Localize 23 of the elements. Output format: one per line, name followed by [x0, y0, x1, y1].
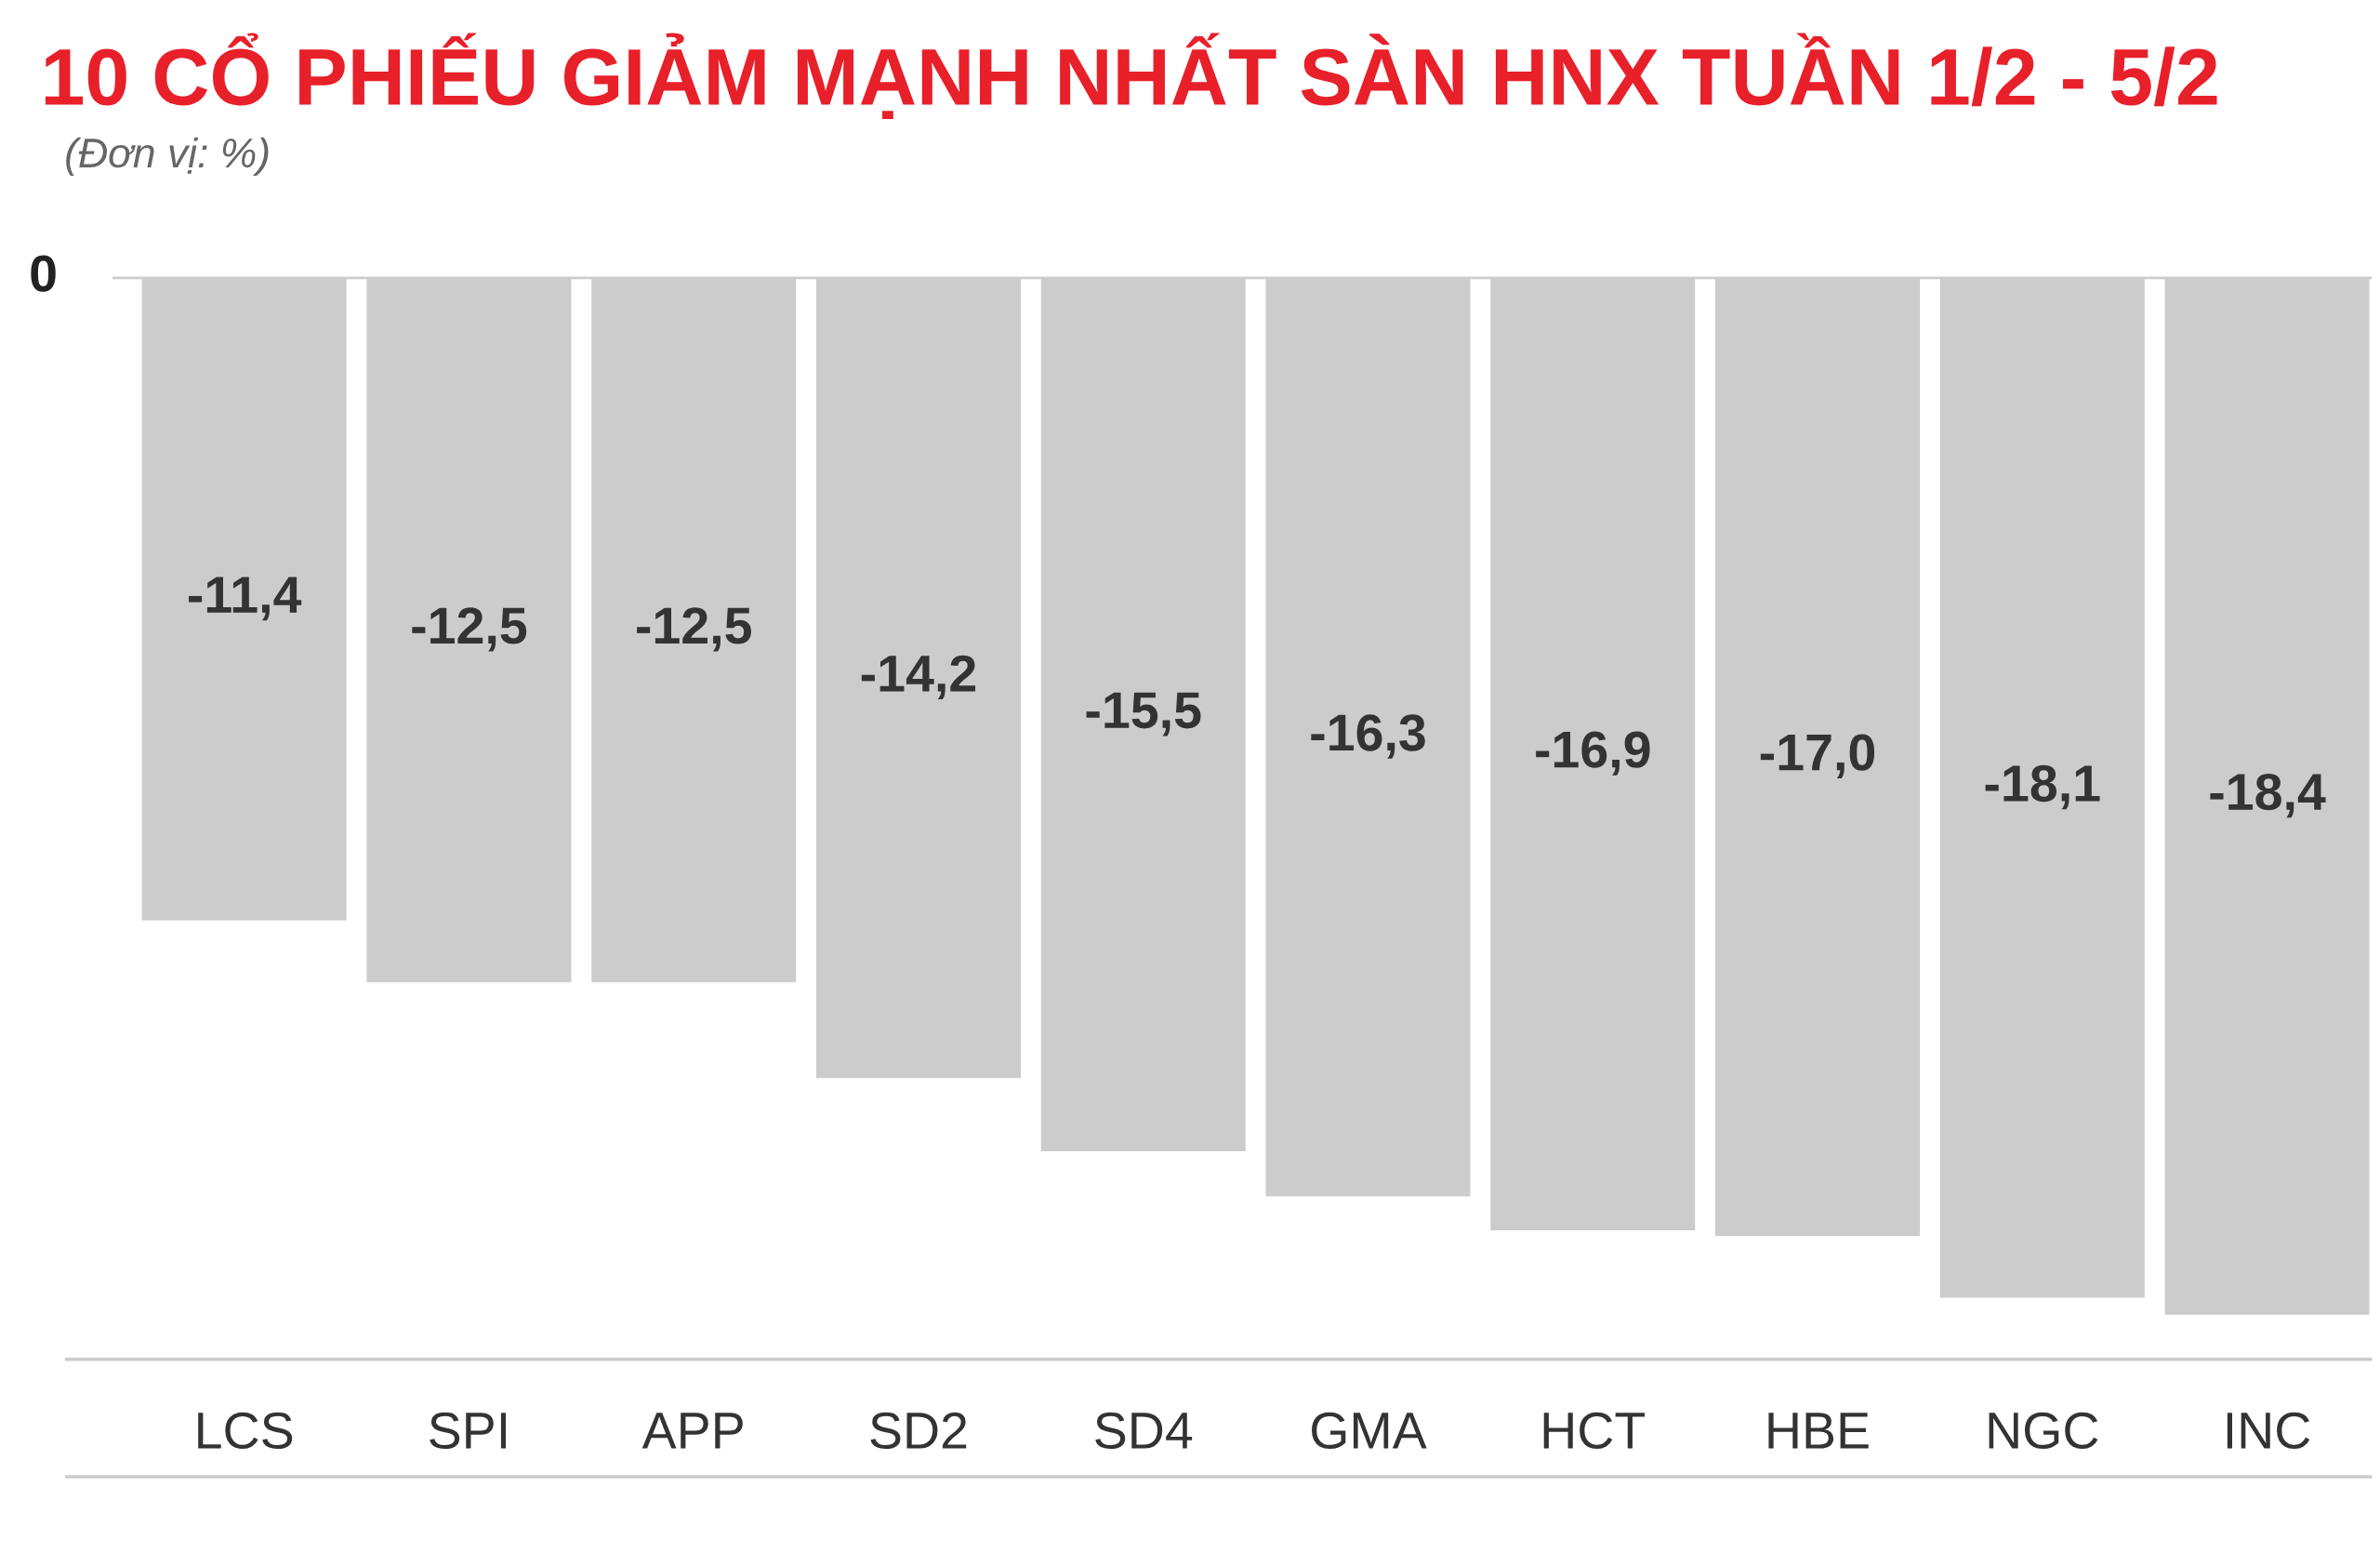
x-tick-label: NGC [1989, 1412, 2098, 1450]
data-label: -11,4 [189, 577, 302, 621]
data-label: -17,0 [1760, 734, 1875, 778]
data-label: -15,5 [1086, 692, 1201, 737]
x-tick-label: SD4 [1095, 1412, 1193, 1450]
x-tick-label: LCS [198, 1412, 293, 1450]
x-tick-label: INC [2227, 1412, 2310, 1450]
data-label: -18,1 [1985, 764, 2100, 810]
data-label: -16,9 [1536, 731, 1650, 776]
chart-subtitle: (Đơn vị: %) [66, 137, 269, 177]
x-tick-label: HBE [1768, 1413, 1869, 1449]
data-label: -16,3 [1311, 714, 1425, 759]
text: 0 [31, 255, 56, 292]
x-tick-label: HCT [1543, 1412, 1646, 1450]
x-tick-label: SPI [430, 1412, 507, 1450]
data-label: -18,4 [2210, 773, 2326, 818]
chart-title: 10 CỔ PHIẾU GIẢM MẠNH NHẤT SÀN HNX TUẦN 1/2 - 5/2 [45, 33, 2217, 119]
x-tick-label: APP [641, 1413, 743, 1449]
data-label: -14,2 [861, 655, 976, 700]
data-label: -12,5 [412, 607, 527, 652]
x-tick-label: GMA [1312, 1412, 1427, 1450]
x-tick-label: SD2 [870, 1412, 967, 1450]
data-label: -12,5 [637, 607, 751, 652]
